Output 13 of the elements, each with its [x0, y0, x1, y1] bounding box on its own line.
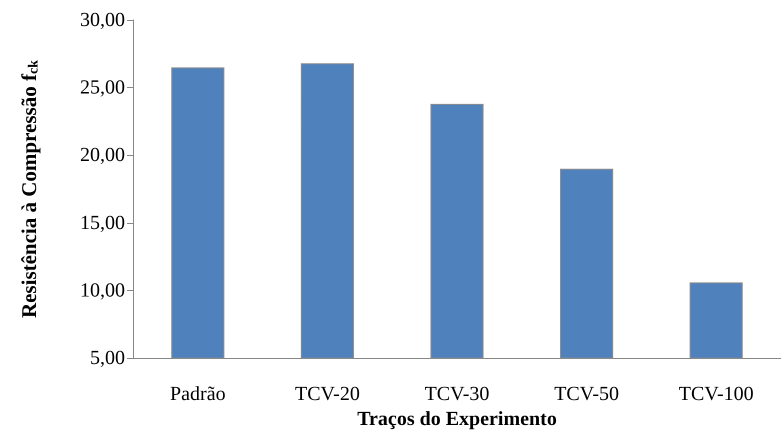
- y-tick-label: 15,00: [80, 212, 125, 234]
- x-tick-label: TCV-100: [678, 383, 754, 406]
- x-tick-label: TCV-20: [294, 383, 360, 406]
- y-tick-label: 30,00: [80, 9, 125, 31]
- y-tick-label: 20,00: [80, 144, 125, 166]
- x-tick-label: TCV-30: [424, 383, 490, 406]
- x-axis-title: Traços do Experimento: [357, 408, 557, 430]
- x-tick-label: TCV-50: [554, 383, 620, 406]
- x-tick-label: Padrão: [170, 383, 226, 406]
- y-tick-label: 10,00: [80, 279, 125, 302]
- y-axis-title: Resistência à Compressão fck: [17, 60, 42, 318]
- y-tick-label: 25,00: [80, 76, 125, 99]
- y-tick-label: 5,00: [90, 347, 125, 370]
